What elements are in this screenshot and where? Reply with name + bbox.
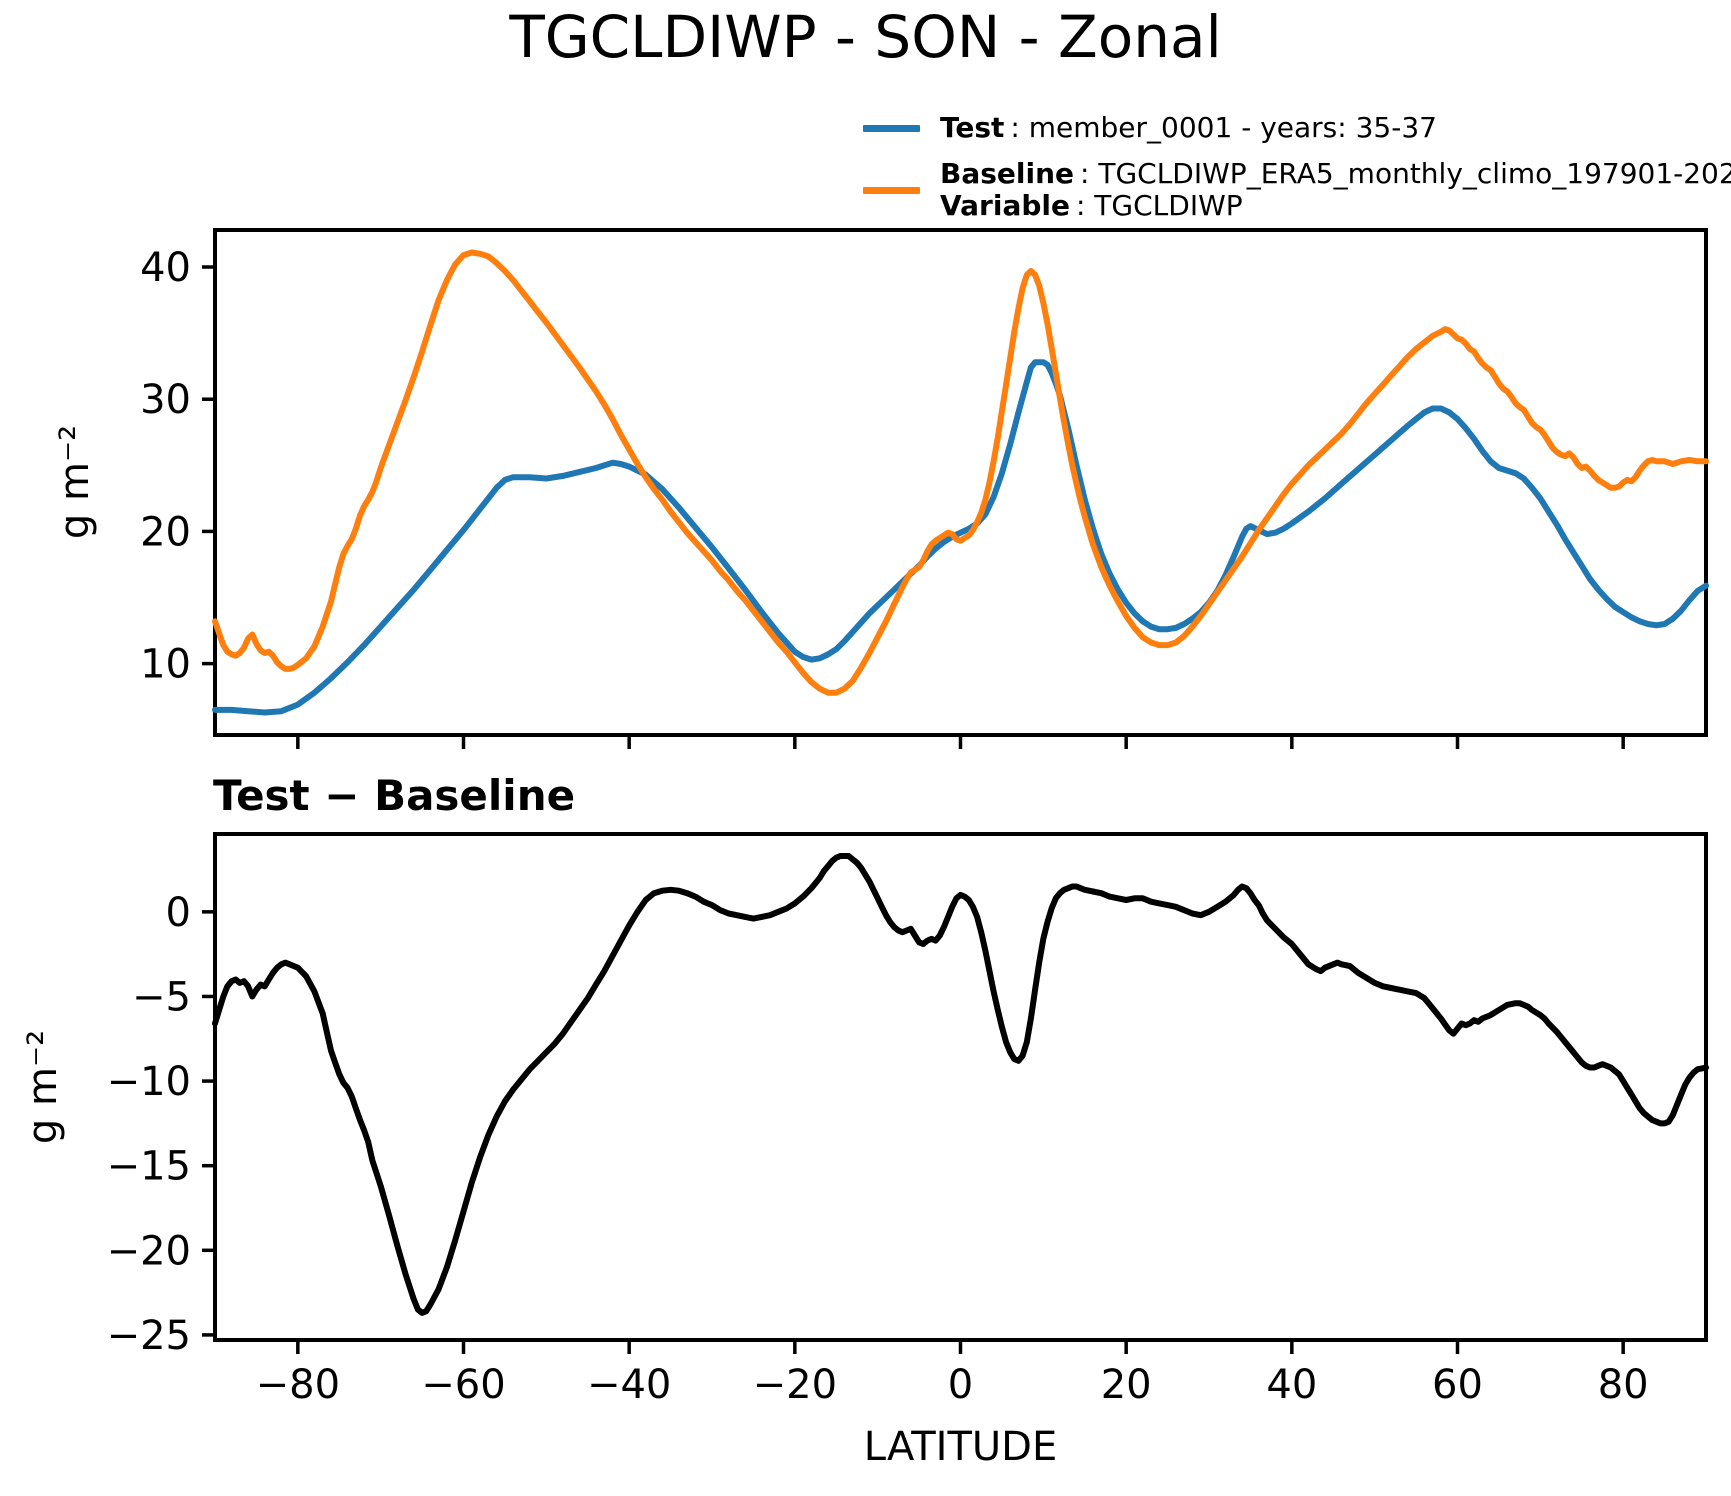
y-tick-label: −20 bbox=[107, 1228, 191, 1274]
y-tick-label: 10 bbox=[140, 642, 191, 688]
y-tick-label: −5 bbox=[132, 974, 191, 1020]
page-title: TGCLDIWP - SON - Zonal bbox=[509, 3, 1222, 71]
x-tick-label: 40 bbox=[1266, 1362, 1317, 1408]
x-tick-label: 60 bbox=[1432, 1362, 1483, 1408]
test-line-swatch bbox=[863, 124, 920, 132]
legend-baseline-line: Baseline: TGCLDIWP_ERA5_monthly_climo_19… bbox=[940, 158, 1731, 190]
legend-variable-label: Variable bbox=[940, 189, 1070, 222]
legend-item-test: Test: member_0001 - years: 35-37 bbox=[863, 112, 1731, 144]
series-line-test-minus-baseline bbox=[212, 853, 1709, 1316]
y-axis-label: g m⁻² bbox=[52, 425, 98, 539]
legend-baseline-value: : TGCLDIWP_ERA5_monthly_climo_197901-202… bbox=[1080, 157, 1731, 190]
y-tick-label: 30 bbox=[140, 377, 191, 423]
x-tick-label: −40 bbox=[587, 1362, 671, 1408]
x-tick-label: 20 bbox=[1101, 1362, 1152, 1408]
x-tick-label: −60 bbox=[421, 1362, 505, 1408]
x-tick-label: −20 bbox=[753, 1362, 837, 1408]
legend-baseline-text: Baseline: TGCLDIWP_ERA5_monthly_climo_19… bbox=[940, 158, 1731, 222]
x-tick-label: 80 bbox=[1598, 1362, 1649, 1408]
x-tick-label: 0 bbox=[948, 1362, 973, 1408]
bottom-chart-title: Test − Baseline bbox=[213, 771, 576, 820]
legend-test-label: Test bbox=[940, 111, 1005, 144]
series-line-baseline bbox=[212, 249, 1709, 696]
legend-baseline-label: Baseline bbox=[940, 157, 1075, 190]
legend-test-text: Test: member_0001 - years: 35-37 bbox=[940, 112, 1437, 144]
y-tick-label: 0 bbox=[166, 890, 191, 936]
legend: Test: member_0001 - years: 35-37 Baselin… bbox=[863, 112, 1731, 236]
y-tick-label: 40 bbox=[140, 245, 191, 291]
y-tick-label: −15 bbox=[107, 1144, 191, 1190]
y-tick-label: −25 bbox=[107, 1313, 191, 1359]
y-tick-label: −10 bbox=[107, 1059, 191, 1105]
y-axis-label: g m⁻² bbox=[20, 1030, 66, 1144]
y-tick-label: 20 bbox=[140, 509, 191, 555]
legend-variable-line: Variable: TGCLDIWP bbox=[940, 190, 1731, 222]
plot-border bbox=[213, 832, 1708, 1342]
legend-test-value: : member_0001 - years: 35-37 bbox=[1010, 111, 1437, 144]
x-axis-label: LATITUDE bbox=[864, 1424, 1057, 1470]
x-tick-label: −80 bbox=[256, 1362, 340, 1408]
baseline-line-swatch bbox=[863, 186, 920, 194]
legend-item-baseline: Baseline: TGCLDIWP_ERA5_monthly_climo_19… bbox=[863, 158, 1731, 222]
legend-variable-value: : TGCLDIWP bbox=[1075, 189, 1243, 222]
plot-border bbox=[213, 228, 1708, 737]
